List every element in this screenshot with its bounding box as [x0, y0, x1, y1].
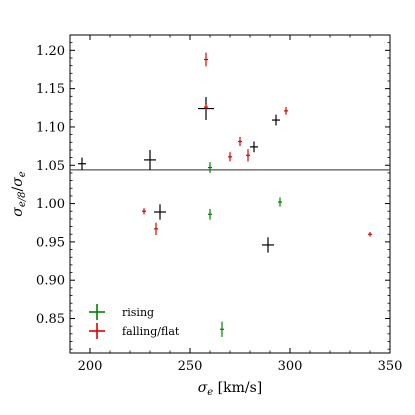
data-point: [250, 141, 258, 153]
data-point: [238, 136, 242, 147]
data-points: [78, 52, 372, 337]
data-point: [154, 222, 158, 235]
y-axis-label: σe/8/σe: [10, 171, 28, 217]
legend-item: falling/flat: [89, 323, 180, 339]
data-point: [368, 231, 372, 237]
data-point: [284, 107, 288, 115]
data-point: [144, 149, 156, 170]
data-point: [272, 114, 280, 126]
data-point: [208, 162, 212, 173]
data-point: [78, 157, 86, 170]
legend-label: rising: [122, 306, 154, 319]
data-point: [262, 237, 274, 253]
x-tick-label: 250: [178, 359, 203, 374]
x-axis-label: σe [km/s]: [198, 380, 263, 398]
legend: rising falling/flat: [89, 304, 180, 339]
legend-item: rising: [89, 304, 154, 320]
data-point: [204, 52, 208, 67]
x-tick-label: 300: [278, 359, 303, 374]
data-point: [220, 321, 224, 337]
data-point: [278, 197, 282, 207]
data-point: [246, 149, 250, 162]
y-tick-label: 0.85: [36, 312, 65, 327]
data-point: [154, 204, 166, 220]
y-tick-label: 1.05: [36, 159, 65, 174]
y-tick-label: 1.20: [36, 44, 65, 59]
plot-area: [69, 34, 391, 354]
y-tick-label: 0.95: [36, 235, 65, 250]
legend-label: falling/flat: [122, 325, 180, 338]
x-tick-label: 200: [78, 359, 103, 374]
data-point: [228, 152, 232, 162]
axis-ticks: 200 250 300 350 0.85 0.90 0.95 1.00 1.05 1.10 1.15…: [36, 35, 402, 374]
y-tick-label: 1.10: [36, 120, 65, 135]
data-point: [208, 208, 212, 220]
data-point: [142, 208, 146, 215]
y-tick-label: 1.00: [36, 197, 65, 212]
x-tick-label: 350: [378, 359, 403, 374]
y-tick-label: 1.15: [36, 82, 65, 97]
data-point: [204, 103, 208, 111]
y-tick-label: 0.90: [36, 274, 65, 289]
